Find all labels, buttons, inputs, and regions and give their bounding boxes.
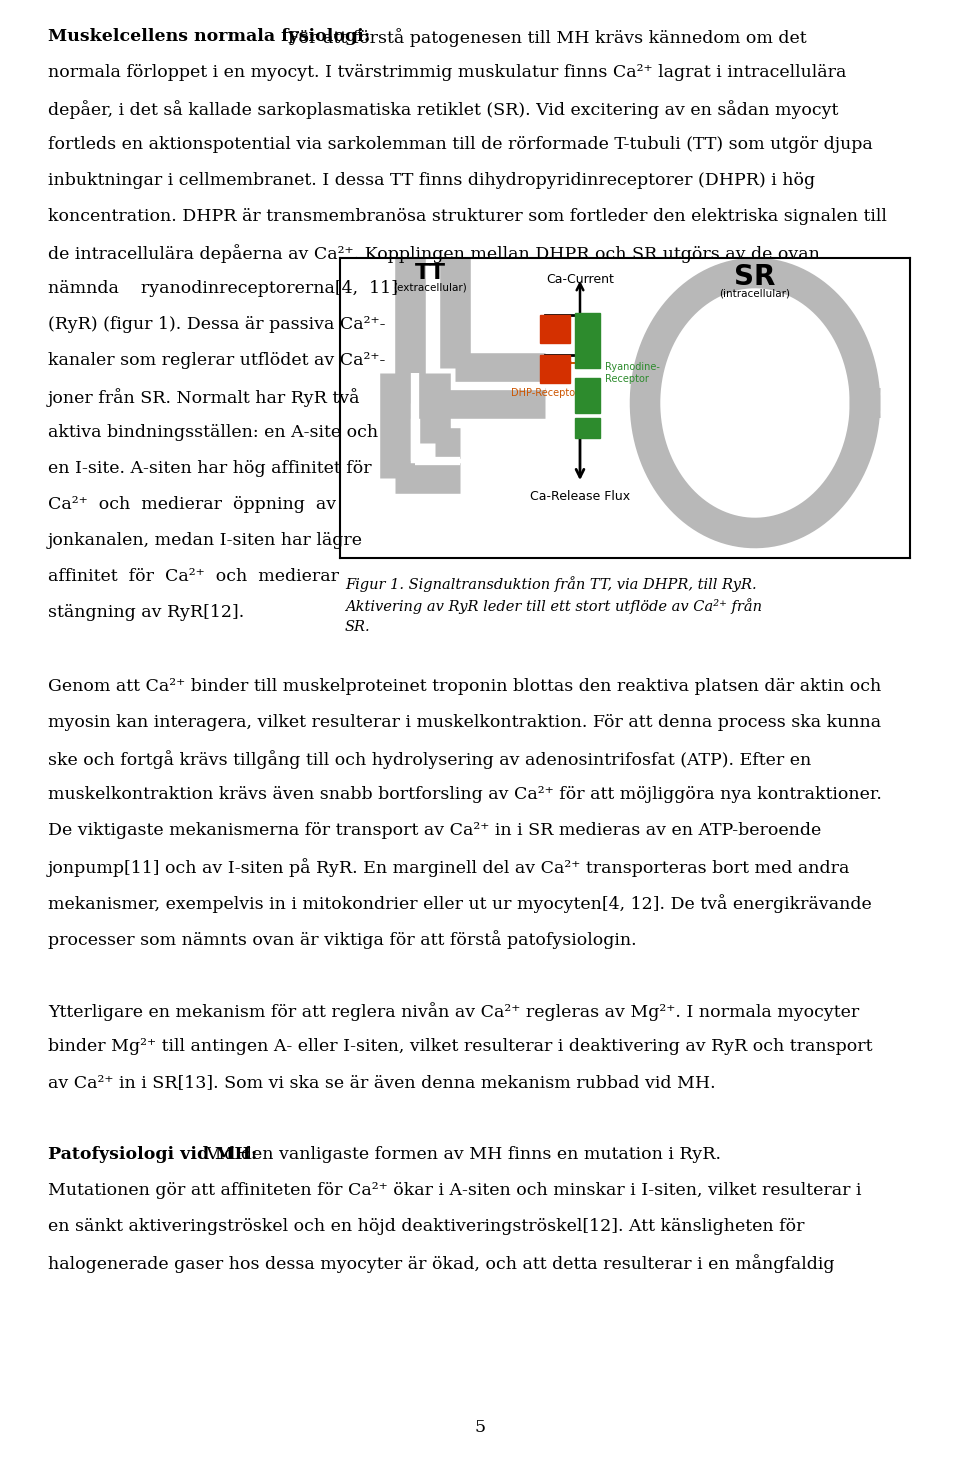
Text: depåer, i det så kallade sarkoplasmatiska retiklet (SR). Vid excitering av en så: depåer, i det så kallade sarkoplasmatisk…: [48, 101, 838, 119]
Text: myosin kan interagera, vilket resulterar i muskelkontraktion. För att denna proc: myosin kan interagera, vilket resulterar…: [48, 714, 881, 731]
Bar: [575, 418, 600, 439]
Text: stängning av RyR[12].: stängning av RyR[12].: [48, 605, 244, 621]
Text: mekanismer, exempelvis in i mitokondrier eller ut ur myocyten[4, 12]. De två ene: mekanismer, exempelvis in i mitokondrier…: [48, 895, 872, 914]
Text: Ryanodine-
Receptor: Ryanodine- Receptor: [605, 363, 660, 383]
Text: Ca-Current: Ca-Current: [546, 272, 614, 286]
Text: SR.: SR.: [345, 621, 371, 634]
Text: Vid den vanligaste formen av MH finns en mutation i RyR.: Vid den vanligaste formen av MH finns en…: [202, 1147, 721, 1163]
Text: affinitet  för  Ca²⁺  och  medierar: affinitet för Ca²⁺ och medierar: [48, 568, 339, 586]
Text: Patofysiologi vid MH:: Patofysiologi vid MH:: [48, 1147, 257, 1163]
Bar: [540, 356, 570, 383]
Text: inbuktningar i cellmembranet. I dessa TT finns dihydropyridinreceptorer (DHPR) i: inbuktningar i cellmembranet. I dessa TT…: [48, 172, 815, 189]
Text: av Ca²⁺ in i SR[13]. Som vi ska se är även denna mekanism rubbad vid MH.: av Ca²⁺ in i SR[13]. Som vi ska se är äv…: [48, 1074, 715, 1091]
Text: de intracellulära depåerna av Ca²⁺. Kopplingen mellan DHPR och SR utgörs av de o: de intracellulära depåerna av Ca²⁺. Kopp…: [48, 243, 820, 262]
Text: Mutationen gör att affiniteten för Ca²⁺ ökar i A-siten och minskar i I-siten, vi: Mutationen gör att affiniteten för Ca²⁺ …: [48, 1182, 861, 1199]
Text: TT: TT: [415, 264, 445, 283]
Text: De viktigaste mekanismerna för transport av Ca²⁺ in i SR medieras av en ATP-bero: De viktigaste mekanismerna för transport…: [48, 822, 821, 839]
Text: 5: 5: [474, 1419, 486, 1437]
Text: joner från SR. Normalt har RyR två: joner från SR. Normalt har RyR två: [48, 388, 361, 407]
Text: SR: SR: [734, 264, 776, 291]
Text: binder Mg²⁺ till antingen A- eller I-siten, vilket resulterar i deaktivering av : binder Mg²⁺ till antingen A- eller I-sit…: [48, 1037, 873, 1055]
Text: aktiva bindningsställen: en A-site och: aktiva bindningsställen: en A-site och: [48, 424, 378, 441]
Text: nämnda    ryanodinreceptorerna[4,  11]: nämnda ryanodinreceptorerna[4, 11]: [48, 280, 397, 297]
Text: Aktivering av RyR leder till ett stort utflöde av Ca²⁺ från: Aktivering av RyR leder till ett stort u…: [345, 597, 762, 613]
Text: Muskelcellens normala fysiologi:: Muskelcellens normala fysiologi:: [48, 28, 371, 45]
Text: ske och fortgå krävs tillgång till och hydrolysering av adenosintrifosfat (ATP).: ske och fortgå krävs tillgång till och h…: [48, 750, 811, 769]
Text: processer som nämnts ovan är viktiga för att förstå patofysiologin.: processer som nämnts ovan är viktiga för…: [48, 930, 636, 949]
Text: Ca²⁺  och  medierar  öppning  av: Ca²⁺ och medierar öppning av: [48, 495, 336, 513]
Text: Ca-Release Flux: Ca-Release Flux: [530, 490, 630, 503]
Text: DHP-Receptor: DHP-Receptor: [511, 388, 579, 398]
Text: (extracellular): (extracellular): [394, 283, 467, 291]
Text: muskelkontraktion krävs även snabb bortforsling av Ca²⁺ för att möjliggöra nya k: muskelkontraktion krävs även snabb bortf…: [48, 785, 882, 803]
Text: kanaler som reglerar utflödet av Ca²⁺-: kanaler som reglerar utflödet av Ca²⁺-: [48, 353, 385, 369]
Text: halogenerade gaser hos dessa myocyter är ökad, och att detta resulterar i en mån: halogenerade gaser hos dessa myocyter är…: [48, 1254, 834, 1273]
Text: (RyR) (figur 1). Dessa är passiva Ca²⁺-: (RyR) (figur 1). Dessa är passiva Ca²⁺-: [48, 316, 386, 334]
Text: Figur 1. Signaltransduktion från TT, via DHPR, till RyR.: Figur 1. Signaltransduktion från TT, via…: [345, 576, 756, 592]
Text: Ytterligare en mekanism för att reglera nivån av Ca²⁺ regleras av Mg²⁺. I normal: Ytterligare en mekanism för att reglera …: [48, 1002, 859, 1021]
Text: jonpump[11] och av I-siten på RyR. En marginell del av Ca²⁺ transporteras bort m: jonpump[11] och av I-siten på RyR. En ma…: [48, 858, 851, 877]
Text: en sänkt aktiveringströskel och en höjd deaktiveringströskel[12]. Att känslighet: en sänkt aktiveringströskel och en höjd …: [48, 1218, 804, 1236]
Text: jonkanalen, medan I-siten har lägre: jonkanalen, medan I-siten har lägre: [48, 532, 363, 549]
Bar: [575, 377, 600, 412]
Text: fortleds en aktionspotential via sarkolemman till de rörformade T-tubuli (TT) so: fortleds en aktionspotential via sarkole…: [48, 136, 873, 153]
Text: Genom att Ca²⁺ binder till muskelproteinet troponin blottas den reaktiva platsen: Genom att Ca²⁺ binder till muskelprotein…: [48, 678, 881, 695]
Bar: [575, 313, 600, 369]
Text: koncentration. DHPR är transmembranösa strukturer som fortleder den elektriska s: koncentration. DHPR är transmembranösa s…: [48, 208, 887, 224]
Bar: [540, 315, 570, 342]
Text: normala förloppet i en myocyt. I tvärstrimmig muskulatur finns Ca²⁺ lagrat i int: normala förloppet i en myocyt. I tvärstr…: [48, 64, 847, 82]
Text: en I-site. A-siten har hög affinitet för: en I-site. A-siten har hög affinitet för: [48, 460, 372, 476]
Text: För att förstå patogenesen till MH krävs kännedom om det: För att förstå patogenesen till MH krävs…: [281, 28, 806, 47]
Text: (intracellular): (intracellular): [719, 288, 790, 299]
